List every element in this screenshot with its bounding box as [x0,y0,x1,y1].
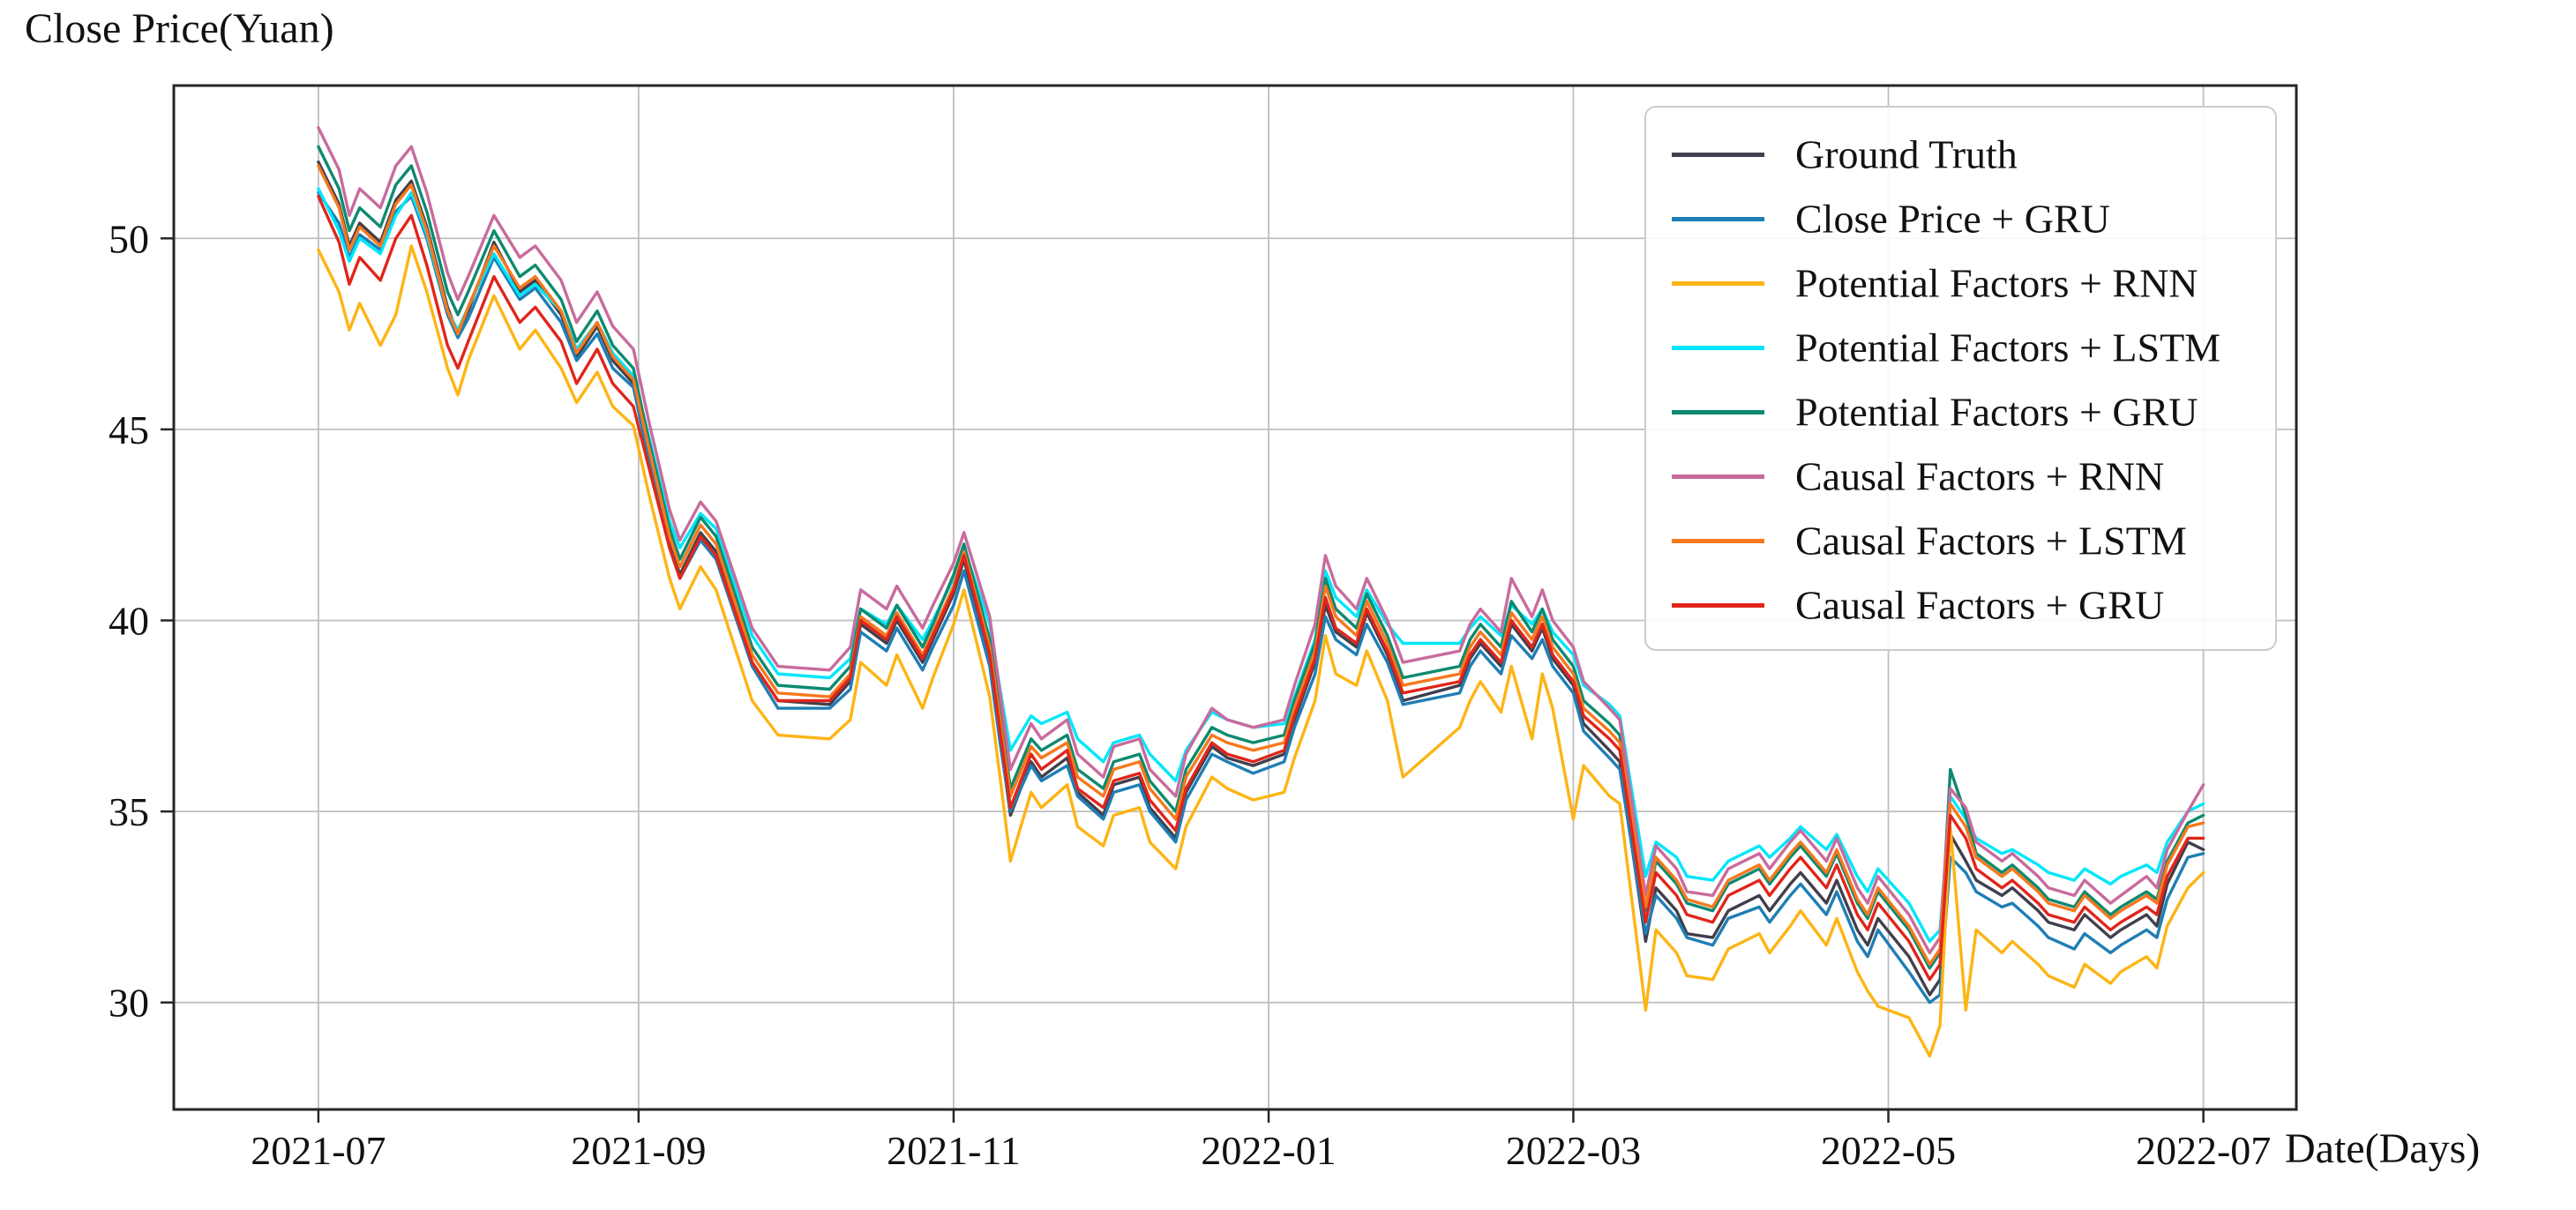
legend-label: Close Price + GRU [1795,197,2110,242]
x-tick-label: 2021-11 [887,1128,1021,1173]
legend-item: Causal Factors + GRU [1672,583,2164,628]
y-tick-label: 35 [109,789,149,834]
x-tick-label: 2022-03 [1506,1128,1641,1173]
y-tick-label: 45 [109,407,149,452]
x-tick-label: 2021-07 [251,1128,386,1173]
series-line-causal-factors-gru [317,194,2205,982]
legend-label: Potential Factors + RNN [1795,261,2198,306]
series-layer [317,125,2205,1058]
legend-item: Potential Factors + RNN [1672,261,2198,306]
y-tick-label: 40 [109,598,149,643]
legend-label: Causal Factors + LSTM [1795,519,2187,564]
legend-item: Ground Truth [1672,132,2018,177]
y-axis-title: Close Price(Yuan) [25,5,334,52]
y-tick-label: 30 [109,981,149,1026]
plot-border [172,84,2298,1111]
legend-item: Potential Factors + LSTM [1672,325,2220,370]
axes-layer: 2021-07 2021-09 2021-11 2022-01 2022-03 2022-… [109,84,2298,1173]
series-line-close-price-gru [317,190,2205,1005]
legend-item: Causal Factors + LSTM [1672,519,2187,564]
legend: Ground Truth Close Price + GRU Potential F… [1644,106,2277,651]
x-tick-label: 2021-09 [571,1128,706,1173]
legend-label: Potential Factors + GRU [1795,390,2198,435]
series-line-potential-factors-rnn [317,244,2205,1058]
series-line-potential-factors-gru [317,145,2205,970]
legend-label: Potential Factors + LSTM [1795,325,2220,370]
y-tick-label: 50 [109,216,149,261]
legend-item: Causal Factors + RNN [1672,454,2164,499]
x-tick-label: 2022-01 [1201,1128,1336,1173]
legend-label: Causal Factors + GRU [1795,583,2164,628]
x-tick-label: 2022-05 [1821,1128,1956,1173]
legend-item: Close Price + GRU [1672,197,2110,242]
legend-label: Ground Truth [1795,132,2018,177]
legend-label: Causal Factors + RNN [1795,454,2164,499]
series-line-causal-factors-lstm [317,164,2205,967]
x-axis-title: Date(Days) [2285,1125,2480,1172]
x-tick-label: 2022-07 [2136,1128,2271,1173]
series-line-causal-factors-rnn [317,125,2205,955]
legend-box [1644,106,2277,651]
legend-item: Potential Factors + GRU [1672,390,2198,435]
